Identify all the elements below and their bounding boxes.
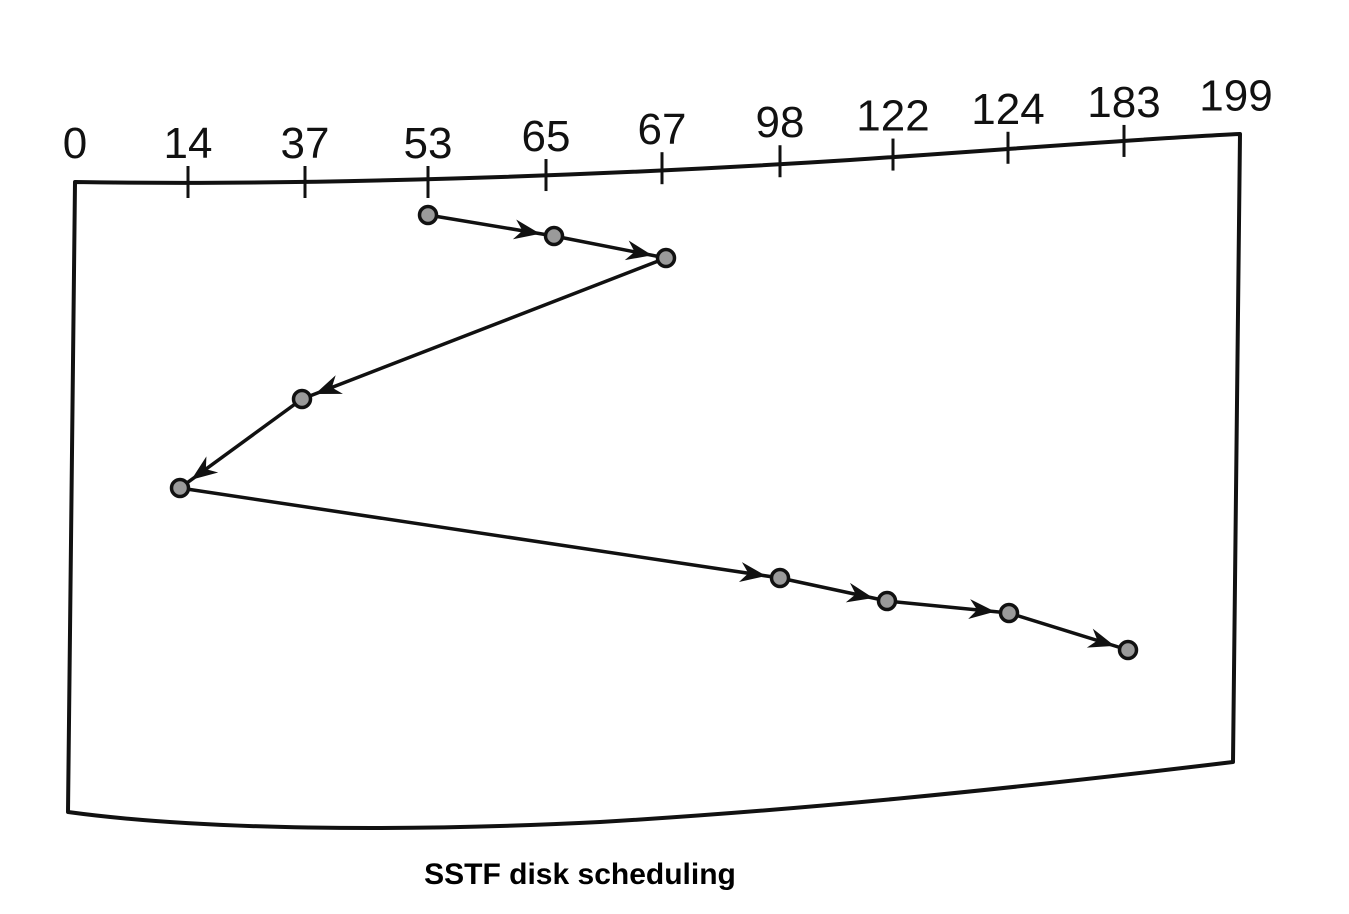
axis-tick-label: 0 [63,119,87,168]
axis-tick-label: 183 [1087,78,1160,127]
axis-tick-label: 122 [856,92,929,141]
request-nodes [169,204,1139,661]
request-node [417,204,439,226]
arrowhead [624,240,653,261]
arrowhead [315,375,343,394]
request-node [169,477,191,499]
arrowhead [512,219,541,240]
figure-caption: SSTF disk scheduling [424,858,736,891]
head-path [178,213,1129,652]
arrowhead [191,456,219,480]
request-node [655,247,677,269]
arrowhead [738,562,767,582]
arrowhead [845,582,874,603]
axis-tick-label: 53 [404,119,453,168]
request-node [291,388,313,410]
axis-ticks [186,124,1126,198]
axis-tick-label: 199 [1199,71,1272,120]
arrowhead [1086,628,1115,648]
request-node [543,225,565,247]
axis-tick-label: 14 [164,119,213,168]
axis-tick-label: 98 [756,98,805,147]
axis-tick-label: 37 [281,119,330,168]
arrowhead [968,599,996,620]
request-node [769,567,791,589]
diagram-frame [66,132,1242,830]
request-node [876,590,898,612]
path-segment [301,256,667,401]
axis-tick-label: 67 [638,105,687,154]
axis-tick-label: 65 [522,112,571,161]
axis-labels: 0 14 37 53 65 67 98 122 124 183 199 [63,71,1273,168]
request-node [998,602,1020,624]
request-node [1117,639,1139,661]
path-segment [179,486,781,580]
axis-tick-label: 124 [971,85,1044,134]
